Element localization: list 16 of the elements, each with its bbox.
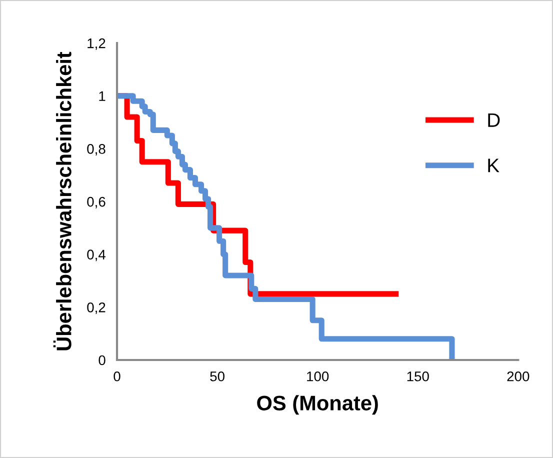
x-axis-title: OS (Monate) [257,395,378,415]
x-tick-label: 50 [210,371,224,382]
y-tick-label: 1,2 [88,38,106,50]
y-tick-label: 0,4 [87,250,106,262]
y-axis-title: Überlebenswahrscheinlichkeit [53,52,72,350]
x-tick-label: 150 [407,371,429,382]
y-tick-label: 0,8 [87,144,106,156]
legend-label: K [488,158,500,172]
x-tick-label: 200 [507,371,530,382]
y-tick-label: 0,6 [87,196,106,208]
x-tick-label: 100 [307,371,329,382]
legend-label: D [488,113,500,127]
y-tick-label: 0,2 [87,302,106,314]
x-tick-label: 0 [114,371,120,382]
y-tick-label: 1 [99,91,106,101]
y-tick-label: 0 [98,355,106,366]
